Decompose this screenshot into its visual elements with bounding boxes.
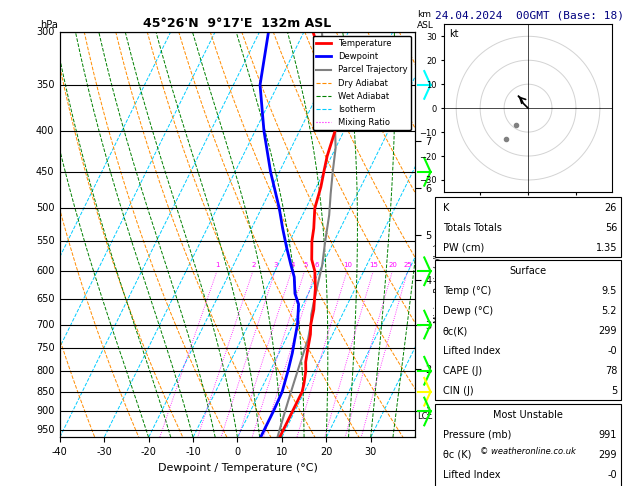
Text: Surface: Surface [509, 266, 547, 277]
Legend: Temperature, Dewpoint, Parcel Trajectory, Dry Adiabat, Wet Adiabat, Isotherm, Mi: Temperature, Dewpoint, Parcel Trajectory… [313, 36, 411, 130]
Text: Temp (°C): Temp (°C) [443, 286, 491, 296]
Text: hPa: hPa [40, 19, 58, 30]
Title: 45°26'N  9°17'E  132m ASL: 45°26'N 9°17'E 132m ASL [143, 17, 331, 31]
Text: θᴄ(K): θᴄ(K) [443, 326, 468, 336]
Text: 900: 900 [36, 406, 55, 417]
Text: © weatheronline.co.uk: © weatheronline.co.uk [480, 447, 576, 456]
Text: 5: 5 [611, 386, 617, 396]
Text: 450: 450 [36, 167, 55, 177]
Text: CIN (J): CIN (J) [443, 386, 473, 396]
Text: 56: 56 [604, 223, 617, 233]
X-axis label: Dewpoint / Temperature (°C): Dewpoint / Temperature (°C) [157, 463, 318, 473]
Text: -0: -0 [608, 469, 617, 480]
Bar [435, 260, 621, 400]
Text: 9.5: 9.5 [602, 286, 617, 296]
Text: 5: 5 [303, 262, 308, 268]
Text: 850: 850 [36, 387, 55, 397]
Text: 650: 650 [36, 294, 55, 304]
Text: Most Unstable: Most Unstable [493, 410, 563, 420]
Text: 800: 800 [36, 366, 55, 376]
Text: 500: 500 [36, 203, 55, 213]
Bar [435, 197, 621, 257]
Text: Totals Totals: Totals Totals [443, 223, 501, 233]
Text: 550: 550 [36, 236, 55, 246]
Text: 78: 78 [604, 366, 617, 376]
Text: 4: 4 [290, 262, 294, 268]
Text: 26: 26 [604, 203, 617, 213]
Text: 300: 300 [36, 27, 55, 36]
Text: 24.04.2024  00GMT (Base: 18): 24.04.2024 00GMT (Base: 18) [435, 11, 624, 21]
Text: 20: 20 [389, 262, 398, 268]
Text: 15: 15 [370, 262, 379, 268]
Text: 10: 10 [343, 262, 352, 268]
Text: 6: 6 [314, 262, 318, 268]
Text: 299: 299 [599, 326, 617, 336]
Text: 3: 3 [274, 262, 278, 268]
Text: K: K [443, 203, 449, 213]
Text: PW (cm): PW (cm) [443, 243, 484, 253]
Text: 1.35: 1.35 [596, 243, 617, 253]
Text: 700: 700 [36, 320, 55, 330]
Text: Pressure (mb): Pressure (mb) [443, 430, 511, 440]
Text: Dewp (°C): Dewp (°C) [443, 306, 493, 316]
Text: LCL: LCL [417, 412, 432, 420]
Bar [435, 404, 621, 486]
Text: 750: 750 [36, 344, 55, 353]
Text: θᴄ (K): θᴄ (K) [443, 450, 471, 460]
Text: Lifted Index: Lifted Index [443, 346, 500, 356]
Text: 2: 2 [252, 262, 256, 268]
Text: 25: 25 [404, 262, 413, 268]
Text: 991: 991 [599, 430, 617, 440]
Text: kt: kt [449, 29, 459, 39]
Text: Mixing Ratio (g/kg): Mixing Ratio (g/kg) [434, 243, 443, 323]
Text: -0: -0 [608, 346, 617, 356]
Text: km
ASL: km ASL [417, 10, 434, 30]
Text: 600: 600 [36, 266, 55, 276]
Text: 299: 299 [599, 450, 617, 460]
Text: 400: 400 [36, 126, 55, 136]
Text: CAPE (J): CAPE (J) [443, 366, 482, 376]
Text: 350: 350 [36, 80, 55, 90]
Text: 1: 1 [216, 262, 220, 268]
Text: 950: 950 [36, 425, 55, 435]
Text: Lifted Index: Lifted Index [443, 469, 500, 480]
Text: 5.2: 5.2 [601, 306, 617, 316]
